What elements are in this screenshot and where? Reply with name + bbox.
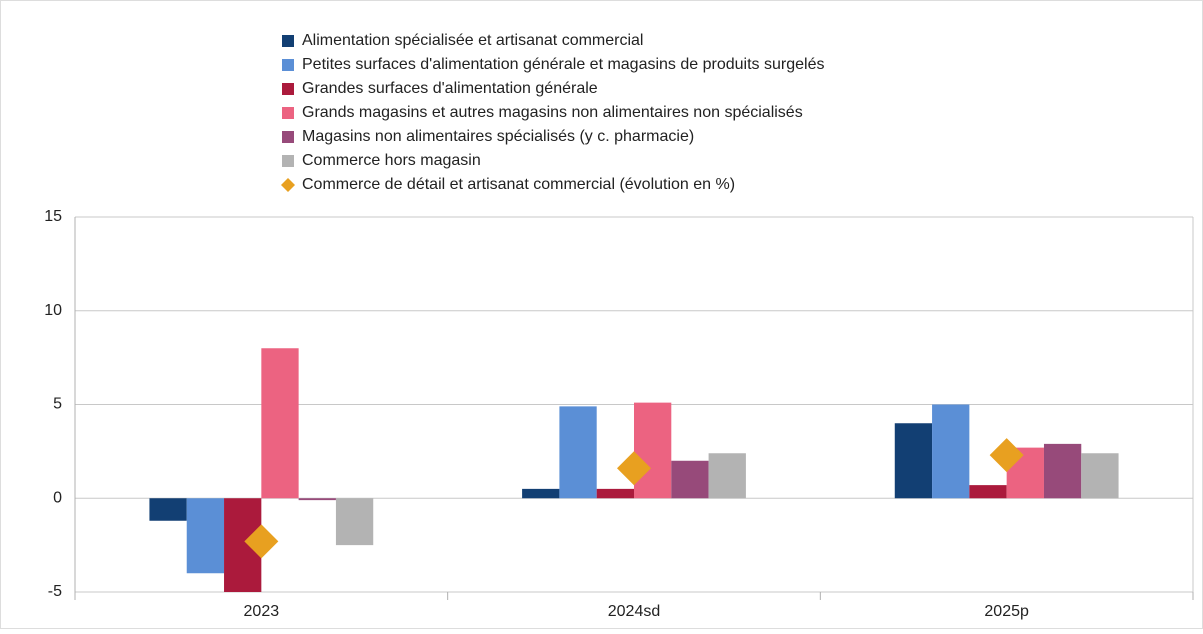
legend-swatch: [282, 83, 294, 95]
bar: [634, 402, 672, 499]
bar: [261, 348, 299, 499]
legend-label: Magasins non alimentaires spécialisés (y…: [302, 128, 694, 145]
bar: [894, 423, 933, 499]
legend-swatch: [282, 131, 294, 143]
bar: [149, 498, 187, 521]
bar: [708, 453, 746, 499]
marker: [244, 524, 279, 559]
bar: [298, 498, 336, 501]
bar: [969, 485, 1007, 499]
bar: [522, 488, 560, 499]
marker: [617, 451, 651, 486]
bar: [186, 498, 225, 574]
y-tick-label: 15: [44, 208, 62, 225]
legend-label: Commerce hors magasin: [302, 152, 481, 169]
x-tick-label: 2023: [244, 603, 280, 620]
y-tick-label: 5: [53, 396, 62, 413]
legend-swatch: [282, 59, 294, 71]
bar: [335, 498, 374, 546]
bar: [1081, 453, 1119, 499]
legend-label: Commerce de détail et artisanat commerci…: [302, 176, 735, 193]
bar: [596, 488, 634, 499]
y-tick-label: 10: [44, 302, 62, 319]
legend-label: Alimentation spécialisée et artisanat co…: [302, 32, 643, 49]
marker: [989, 438, 1024, 473]
bar: [559, 406, 597, 499]
y-tick-label: -5: [48, 583, 62, 600]
bar: [932, 404, 970, 499]
bar: [1043, 443, 1082, 499]
legend-swatch: [282, 155, 294, 167]
x-tick-label: 2024sd: [608, 603, 661, 620]
legend-swatch: [282, 107, 294, 119]
y-tick-label: 0: [53, 489, 62, 506]
legend-label: Petites surfaces d'alimentation générale…: [302, 56, 824, 73]
x-tick-label: 2025p: [984, 603, 1029, 620]
legend-swatch: [282, 35, 294, 47]
legend-label: Grands magasins et autres magasins non a…: [302, 104, 803, 121]
legend-swatch: [281, 178, 295, 192]
bar: [671, 460, 709, 499]
legend-label: Grandes surfaces d'alimentation générale: [302, 80, 598, 97]
